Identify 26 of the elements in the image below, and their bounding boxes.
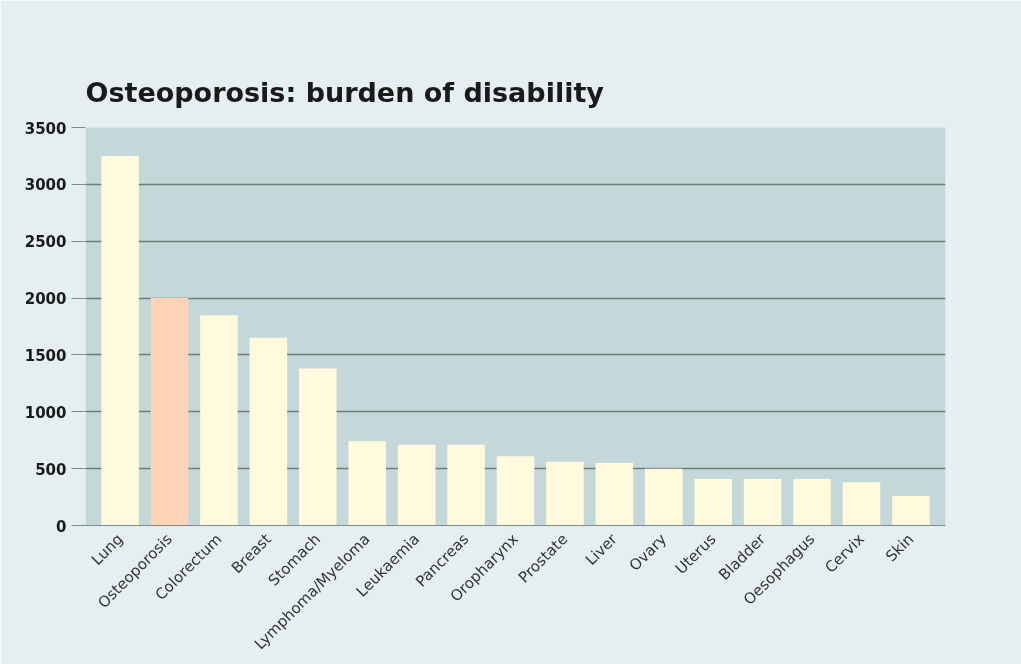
y-tick-label: 1000 — [24, 403, 67, 422]
bar — [546, 461, 584, 526]
bar — [447, 444, 485, 526]
bar — [101, 155, 139, 526]
y-tick-label: 2500 — [24, 233, 67, 252]
chart-title: Osteoporosis: burden of disability — [85, 76, 605, 108]
bar — [644, 468, 683, 526]
bar — [299, 368, 337, 526]
y-tick-label: 500 — [35, 460, 67, 479]
bar — [842, 482, 881, 526]
bar — [694, 478, 732, 526]
bar — [249, 337, 288, 526]
bar — [496, 456, 535, 526]
bar — [397, 444, 436, 526]
bar — [743, 478, 782, 526]
y-tick-label: 3000 — [24, 176, 67, 195]
bar — [200, 315, 238, 526]
bar — [892, 495, 930, 526]
y-tick-label: 2000 — [24, 290, 67, 309]
bar — [150, 298, 189, 526]
bar — [348, 441, 387, 526]
y-tick-label: 1500 — [24, 346, 67, 365]
bar — [793, 478, 831, 526]
y-tick-label: 3500 — [24, 119, 67, 138]
bar — [595, 462, 634, 526]
y-tick-label: 0 — [56, 517, 67, 536]
